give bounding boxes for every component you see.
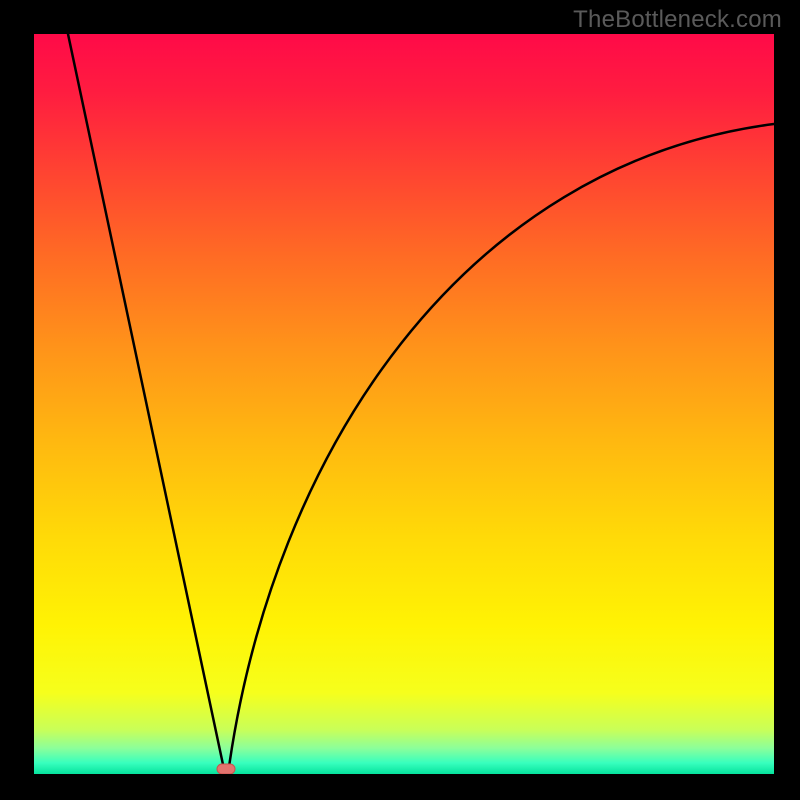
plot-area — [34, 34, 774, 774]
optimum-marker — [217, 764, 235, 774]
chart-svg — [34, 34, 774, 774]
watermark-text: TheBottleneck.com — [573, 6, 782, 34]
chart-container: TheBottleneck.com — [0, 0, 800, 800]
gradient-background — [34, 34, 774, 774]
